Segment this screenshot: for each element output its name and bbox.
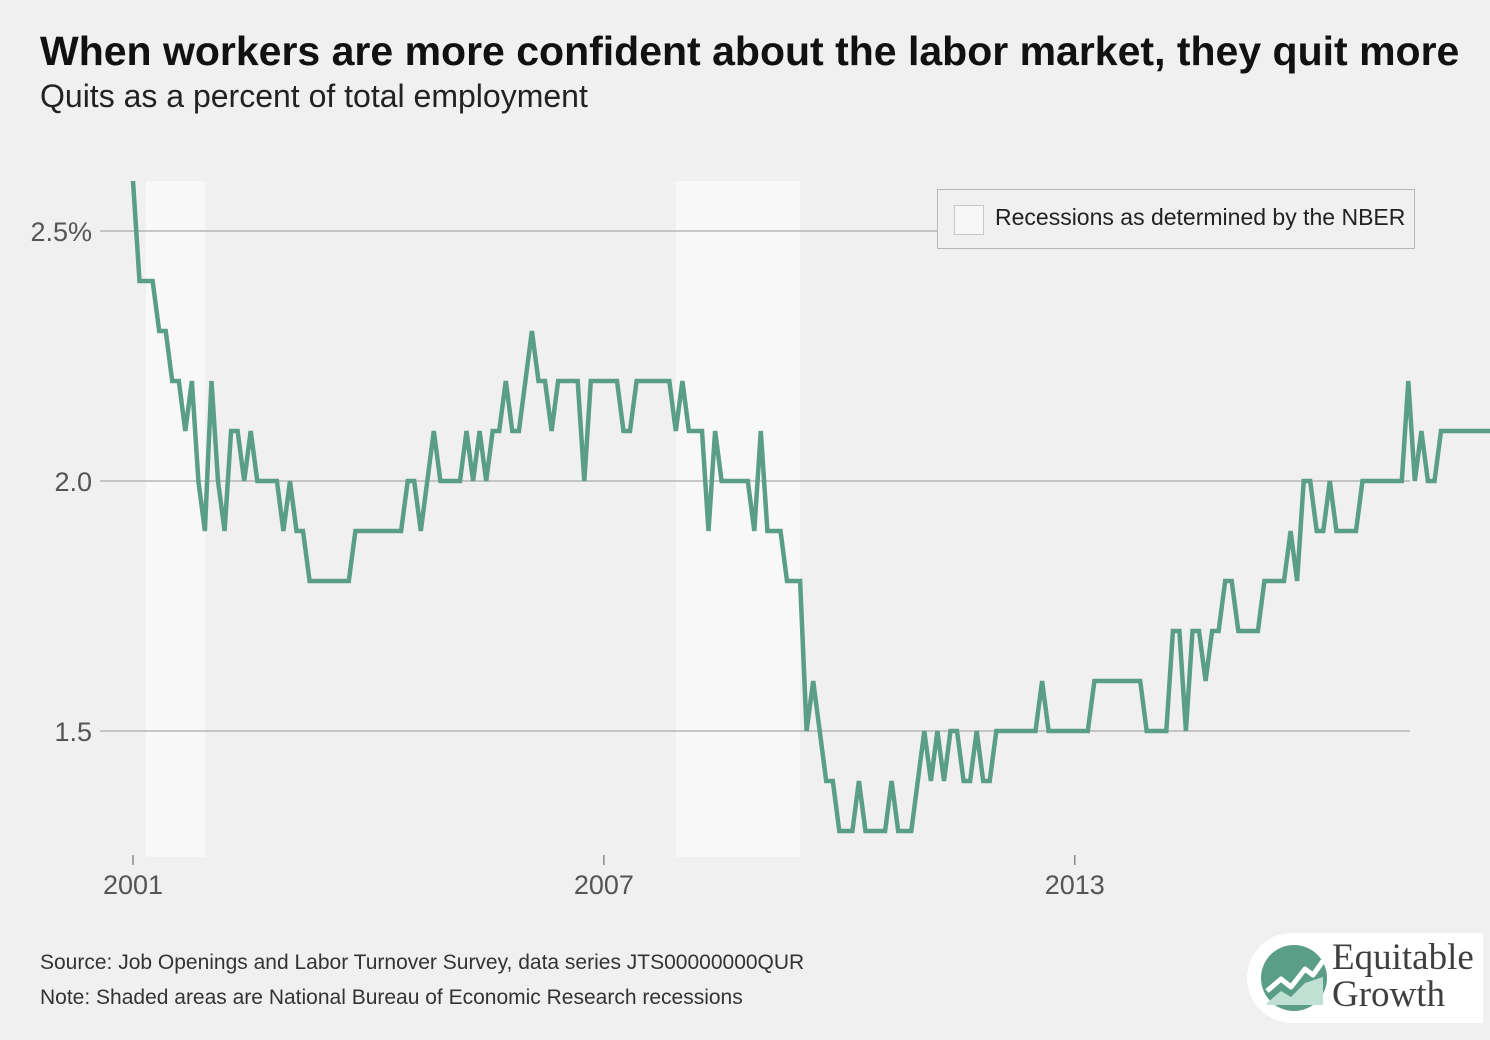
recession-band — [675, 181, 801, 857]
quits-rate-line — [130, 180, 1490, 834]
y-tick-label: 2.0 — [54, 467, 92, 497]
x-tick-label: 2007 — [574, 870, 634, 900]
chart-legend: Recessions as determined by the NBER — [937, 189, 1415, 249]
chart-title: When workers are more confident about th… — [40, 28, 1460, 74]
source-note: Source: Job Openings and Labor Turnover … — [40, 951, 805, 974]
x-tick-label: 2001 — [103, 870, 163, 900]
equitable-growth-logo: Equitable Growth — [1247, 933, 1483, 1023]
chart-subtitle: Quits as a percent of total employment — [40, 78, 588, 114]
logo-wordmark: Equitable Growth — [1332, 937, 1474, 1015]
y-tick-label: 2.5% — [30, 217, 92, 247]
legend-recession-swatch — [954, 205, 984, 235]
x-tick-label: 2013 — [1045, 870, 1105, 900]
legend-recession-label: Recessions as determined by the NBER — [995, 204, 1406, 230]
logo-chart-icon — [1261, 945, 1327, 1011]
y-tick-label: 1.5 — [54, 717, 92, 747]
footnote: Note: Shaded areas are National Bureau o… — [40, 986, 743, 1009]
